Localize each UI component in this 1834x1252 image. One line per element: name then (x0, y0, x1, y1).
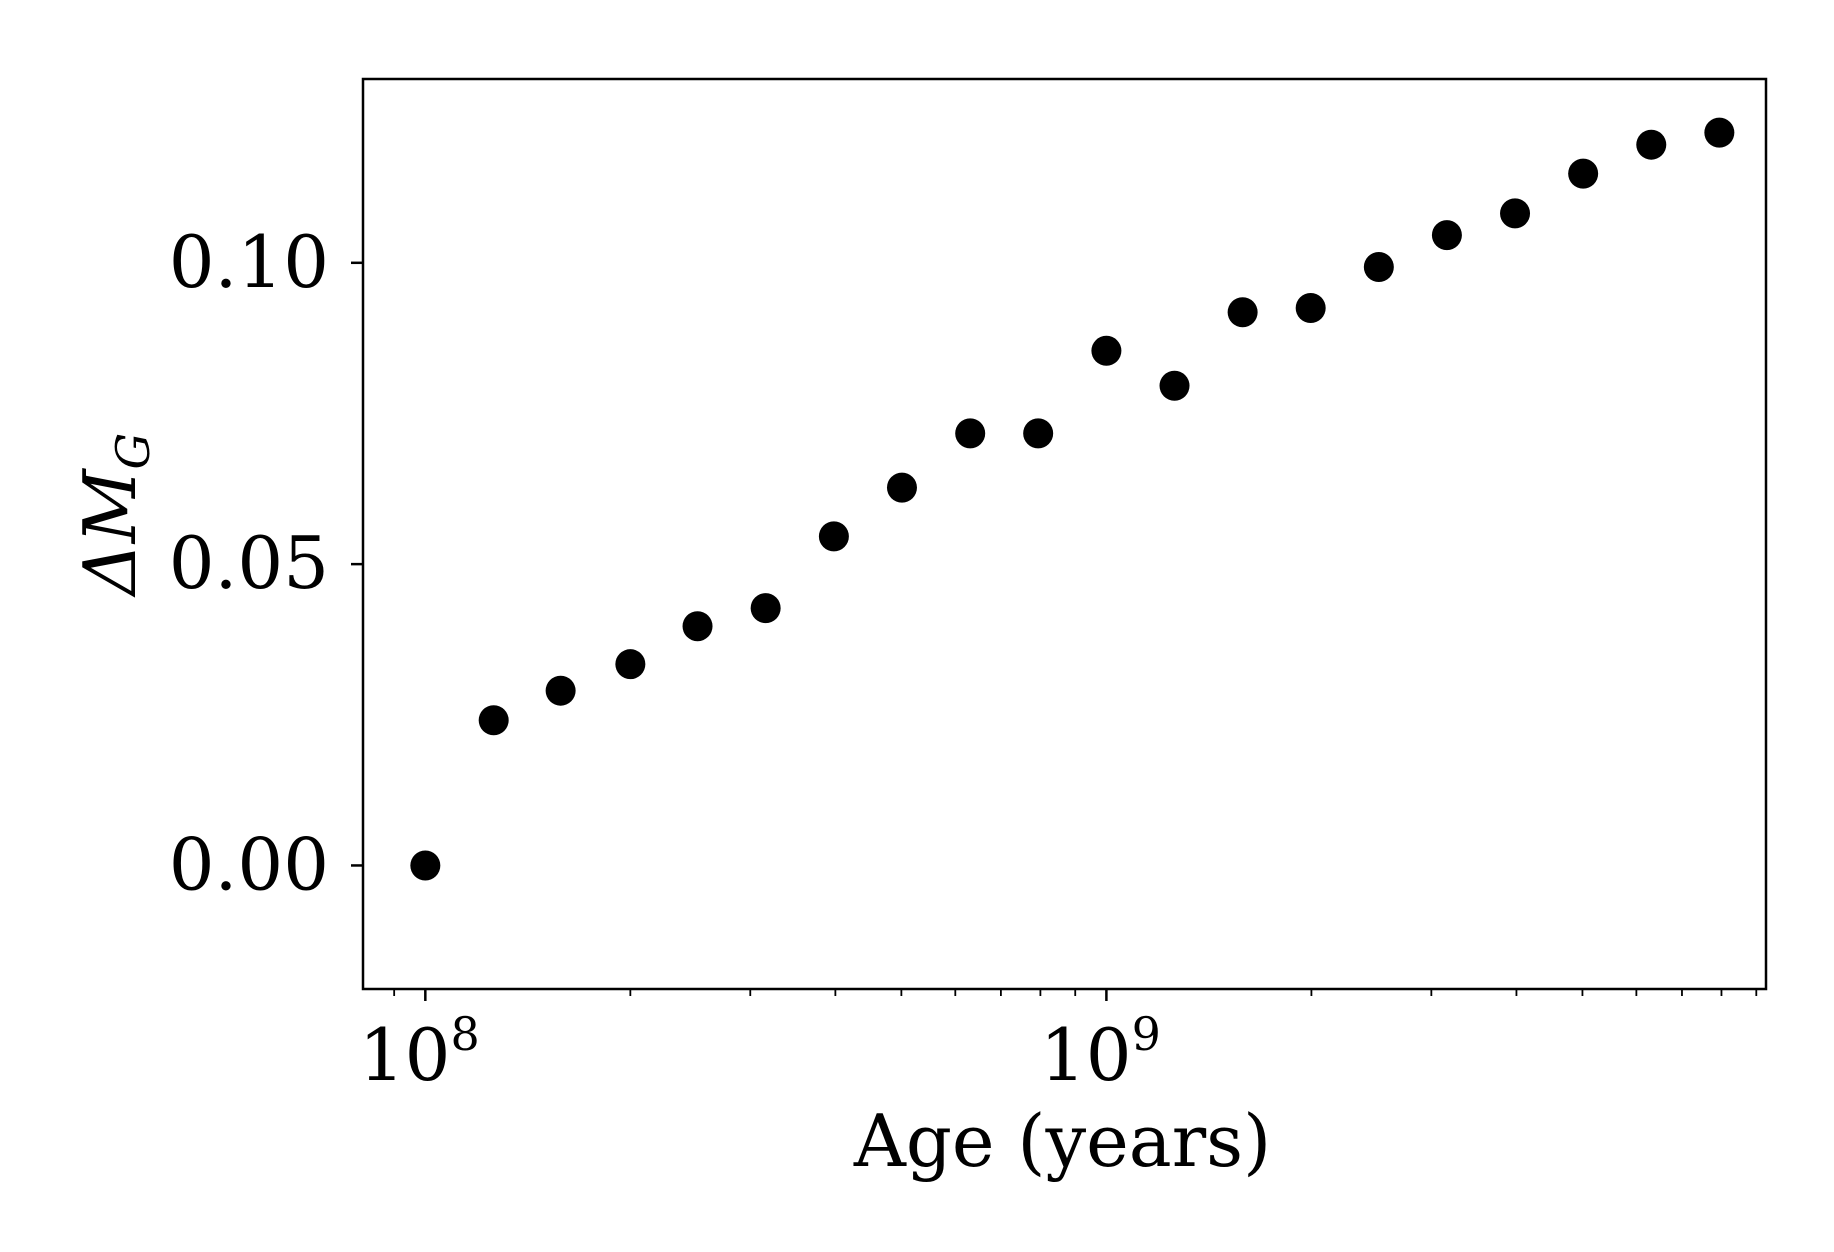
data-point (955, 418, 986, 449)
x-tick-label-exponent: 9 (1132, 1007, 1161, 1061)
data-point (682, 611, 713, 642)
data-point (410, 850, 441, 881)
x-tick-label-base: 10 (1040, 1013, 1132, 1097)
x-tick-label: 108 (359, 1007, 480, 1097)
data-point (1431, 220, 1462, 251)
data-point (886, 472, 917, 503)
data-point (478, 705, 509, 736)
data-point (818, 521, 849, 552)
data-point (1500, 198, 1531, 229)
data-point (1159, 370, 1190, 401)
y-tick-label: 0.00 (169, 822, 329, 906)
data-point (1636, 129, 1667, 160)
x-tick-label-base: 10 (359, 1013, 451, 1097)
data-points (410, 117, 1735, 881)
data-point (750, 593, 781, 624)
y-axis-label-subscript: G (106, 433, 160, 470)
plot-frame (361, 77, 1768, 991)
x-tick-label: 109 (1040, 1007, 1161, 1097)
y-axis-label: ΔMG (68, 433, 160, 598)
data-point (1227, 297, 1258, 328)
data-point (1091, 335, 1122, 366)
y-tick-label: 0.05 (169, 521, 329, 605)
data-point (1568, 158, 1599, 189)
y-axis-label-symbol: ΔM (68, 467, 152, 598)
data-point (1363, 252, 1394, 283)
y-tick-label: 0.10 (169, 220, 329, 304)
data-point (1704, 117, 1735, 148)
x-tick-label-exponent: 8 (450, 1007, 479, 1061)
data-point (615, 649, 646, 680)
x-axis-label: Age (years) (853, 1099, 1271, 1183)
data-point (1295, 293, 1326, 324)
data-point (1023, 418, 1054, 449)
data-point (545, 675, 576, 706)
